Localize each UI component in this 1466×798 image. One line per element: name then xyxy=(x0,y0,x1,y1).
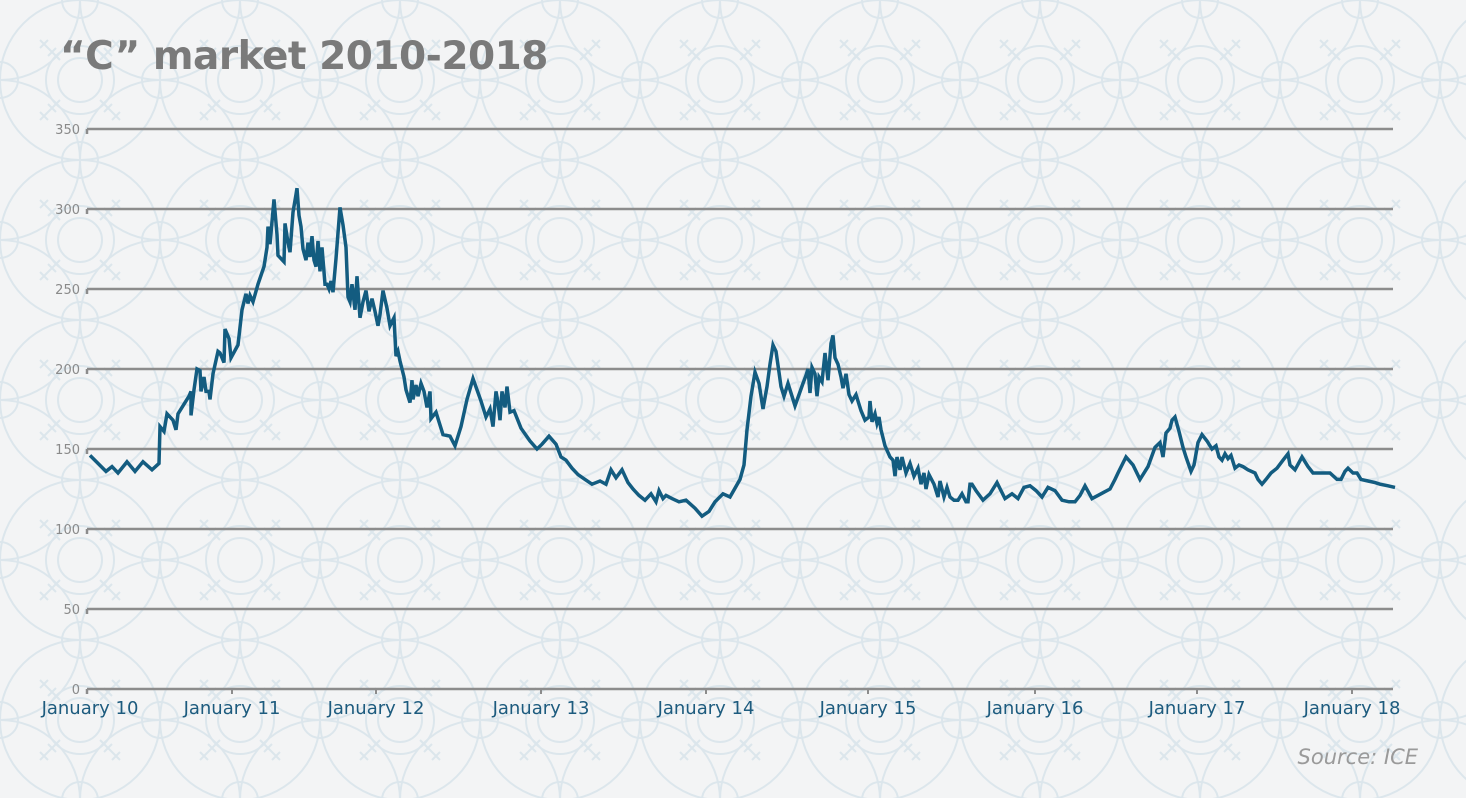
y-axis-ticks: 0 50 100 150 200 250 300 350 xyxy=(55,123,80,698)
y-tick-label: 200 xyxy=(55,363,80,378)
chart-title: “C” market 2010-2018 xyxy=(60,34,548,79)
x-tick-label: January 15 xyxy=(819,698,917,719)
x-tick-label: January 11 xyxy=(183,698,281,719)
y-tick-label: 50 xyxy=(63,603,80,618)
source-note: Source: ICE xyxy=(1297,745,1418,769)
y-tick-label: 150 xyxy=(55,443,80,458)
y-tick-label: 250 xyxy=(55,283,80,298)
x-tick-label: January 18 xyxy=(1303,698,1401,719)
x-tick-label: January 10 xyxy=(41,698,139,719)
gridlines xyxy=(85,127,1393,694)
y-tick-label: 0 xyxy=(72,683,80,698)
y-tick-label: 350 xyxy=(55,123,80,138)
x-tick-label: January 17 xyxy=(1148,698,1246,719)
x-tick-label: January 12 xyxy=(327,698,425,719)
x-axis-ticks: January 10 January 11 January 12 January 13… xyxy=(41,689,1401,719)
y-tick-label: 100 xyxy=(55,523,80,538)
x-tick-label: January 16 xyxy=(986,698,1084,719)
x-tick-label: January 14 xyxy=(657,698,755,719)
y-tick-label: 300 xyxy=(55,203,80,218)
x-tick-label: January 13 xyxy=(492,698,590,719)
price-line xyxy=(88,187,1396,519)
